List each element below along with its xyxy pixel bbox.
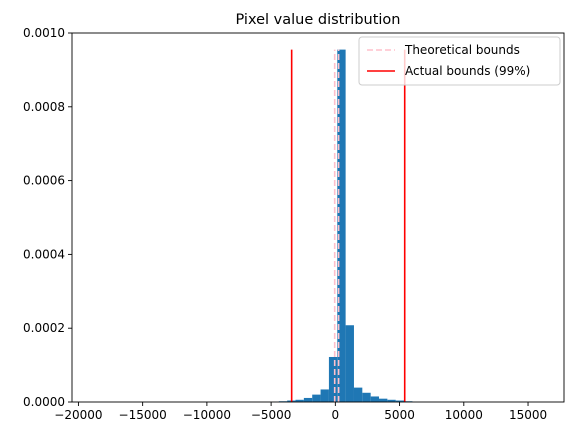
legend: Theoretical bounds Actual bounds (99%) xyxy=(358,36,561,86)
legend-box xyxy=(358,36,561,86)
x-tick-label: −20000 xyxy=(54,408,102,422)
y-tick-label: 0.0008 xyxy=(23,100,65,114)
x-tick-label: 5000 xyxy=(384,408,415,422)
plot-frame xyxy=(71,32,565,403)
bound-lines xyxy=(290,49,406,402)
x-tick-label: 10000 xyxy=(445,408,483,422)
x-axis: −20000 −15000 −10000 −5000 0 5000 10000 15000 xyxy=(54,402,547,422)
y-tick-label: 0.0010 xyxy=(23,26,65,40)
histogram-bar xyxy=(320,389,329,402)
histogram-bar xyxy=(303,397,313,402)
histogram-bar xyxy=(353,387,363,402)
y-tick-label: 0.0002 xyxy=(23,321,65,335)
x-tick-label: −5000 xyxy=(251,408,292,422)
y-axis: 0.0000 0.0002 0.0004 0.0006 0.0008 0.0010 xyxy=(23,26,72,409)
histogram-bars xyxy=(278,49,413,402)
histogram-bar xyxy=(328,356,338,402)
chart-title: Pixel value distribution xyxy=(236,12,401,28)
y-tick-label: 0.0004 xyxy=(23,247,65,261)
histogram-bar xyxy=(295,399,304,402)
histogram-bar xyxy=(337,49,346,402)
x-tick-label: 15000 xyxy=(509,408,547,422)
axes xyxy=(71,32,565,403)
histogram-bar xyxy=(395,400,405,402)
x-tick-label: 0 xyxy=(332,408,340,422)
x-tick-label: −15000 xyxy=(119,408,167,422)
histogram-bar xyxy=(362,392,371,402)
histogram-bar xyxy=(370,396,380,402)
histogram-bar xyxy=(379,398,388,402)
x-tick-label: −10000 xyxy=(183,408,231,422)
legend-label: Theoretical bounds xyxy=(404,43,520,57)
histogram-bar xyxy=(312,394,321,402)
y-tick-label: 0.0000 xyxy=(23,395,65,409)
y-tick-label: 0.0006 xyxy=(23,174,65,188)
histogram-bar xyxy=(345,325,354,402)
legend-label: Actual bounds (99%) xyxy=(405,64,530,78)
histogram-bar xyxy=(387,399,396,402)
